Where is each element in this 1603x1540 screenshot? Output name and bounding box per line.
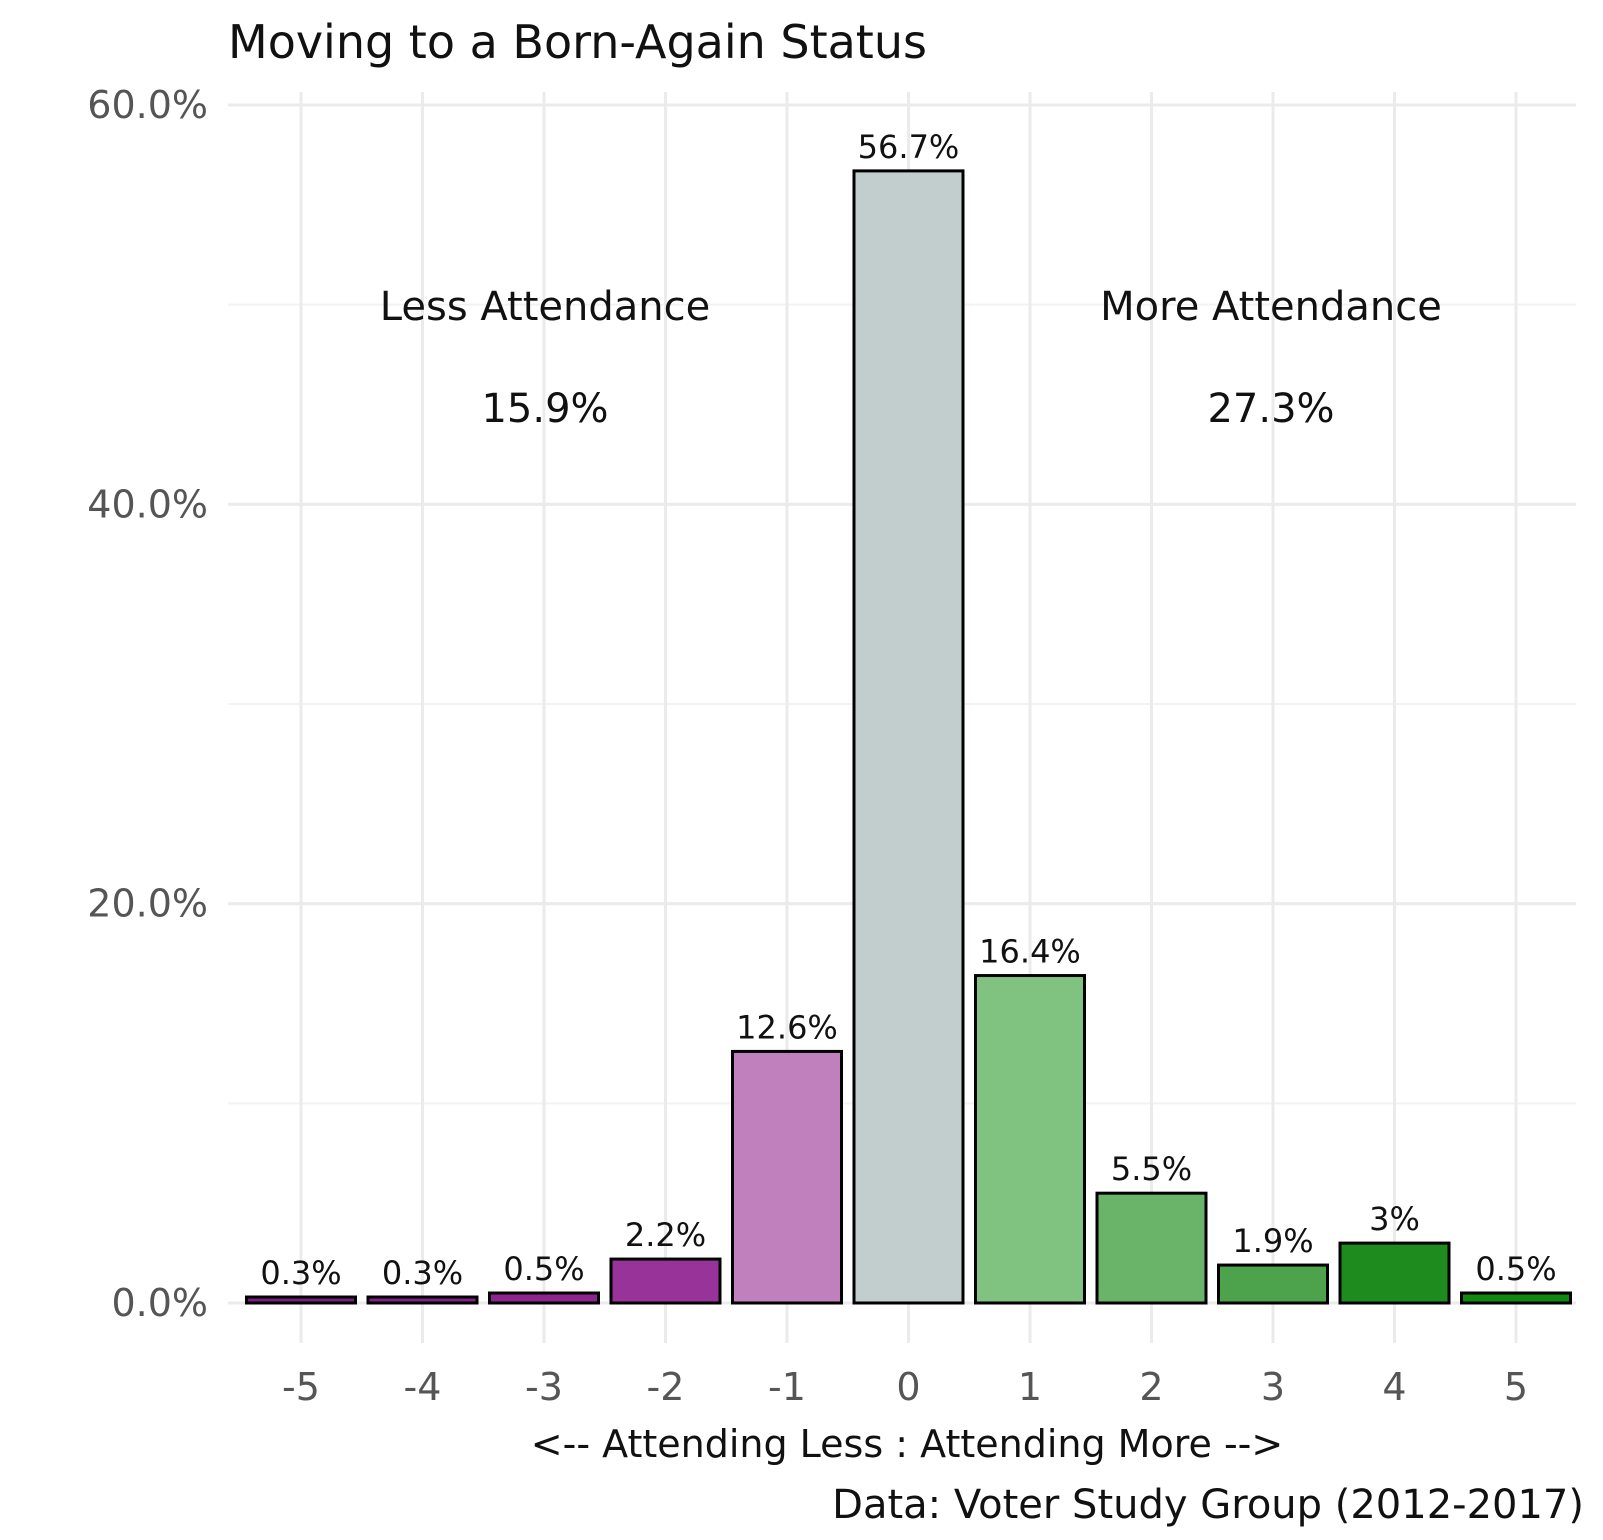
x-tick-label: 0 (896, 1365, 920, 1409)
bar (852, 169, 965, 1305)
x-axis-ticks: -5 -4 -3 -2 -1 0 1 2 3 4 5 (282, 1365, 1528, 1409)
y-tick-label: 20.0% (87, 882, 208, 926)
data-labels: 0.3% 0.3% 0.5% 2.2% 12.6% 56.7% 16.4% 5.5% 1.9% 3… (260, 128, 1556, 1292)
chart-title: Moving to a Born-Again Status (228, 15, 927, 69)
more-attendance-label: More Attendance (1100, 284, 1442, 330)
x-tick-label: 2 (1139, 1365, 1163, 1409)
bar-value-label: 5.5% (1111, 1150, 1192, 1188)
bar-value-label: 3% (1369, 1200, 1420, 1238)
bars (245, 169, 1572, 1305)
chart-caption: Data: Voter Study Group (2012-2017) (832, 1482, 1584, 1528)
bar-value-label: 1.9% (1232, 1222, 1313, 1260)
x-tick-label: -3 (525, 1365, 563, 1409)
bar (488, 1291, 600, 1305)
bar (731, 1049, 843, 1305)
bar-value-label: 0.3% (382, 1254, 463, 1292)
more-attendance-value: 27.3% (1207, 386, 1334, 432)
bar-value-label: 12.6% (736, 1008, 838, 1046)
x-tick-label: -1 (768, 1365, 806, 1409)
bar (1095, 1191, 1208, 1305)
bar-value-label: 0.3% (260, 1254, 341, 1292)
bar-value-label: 0.5% (503, 1250, 584, 1288)
x-tick-label: 4 (1382, 1365, 1406, 1409)
bar (974, 974, 1086, 1305)
bar-value-label: 2.2% (625, 1216, 706, 1254)
bar-value-label: 0.5% (1475, 1250, 1556, 1288)
less-attendance-label: Less Attendance (380, 284, 710, 330)
bar (366, 1295, 479, 1305)
bar-value-label: 16.4% (979, 933, 1081, 971)
bar (245, 1295, 357, 1305)
y-tick-label: 60.0% (87, 83, 208, 127)
y-axis-ticks: 0.0% 20.0% 40.0% 60.0% (87, 83, 208, 1325)
x-tick-label: -2 (647, 1365, 685, 1409)
x-axis-title: <-- Attending Less : Attending More --> (531, 1422, 1283, 1466)
x-tick-label: 3 (1261, 1365, 1285, 1409)
bar (609, 1257, 722, 1305)
bar (1217, 1263, 1329, 1305)
x-tick-label: 5 (1504, 1365, 1528, 1409)
less-attendance-value: 15.9% (481, 386, 608, 432)
y-tick-label: 40.0% (87, 482, 208, 526)
x-tick-label: -4 (404, 1365, 442, 1409)
x-tick-label: 1 (1018, 1365, 1042, 1409)
bar (1338, 1241, 1451, 1305)
bar (1460, 1291, 1572, 1305)
x-tick-label: -5 (282, 1365, 320, 1409)
bar-value-label: 56.7% (858, 128, 960, 166)
y-tick-label: 0.0% (111, 1281, 208, 1325)
